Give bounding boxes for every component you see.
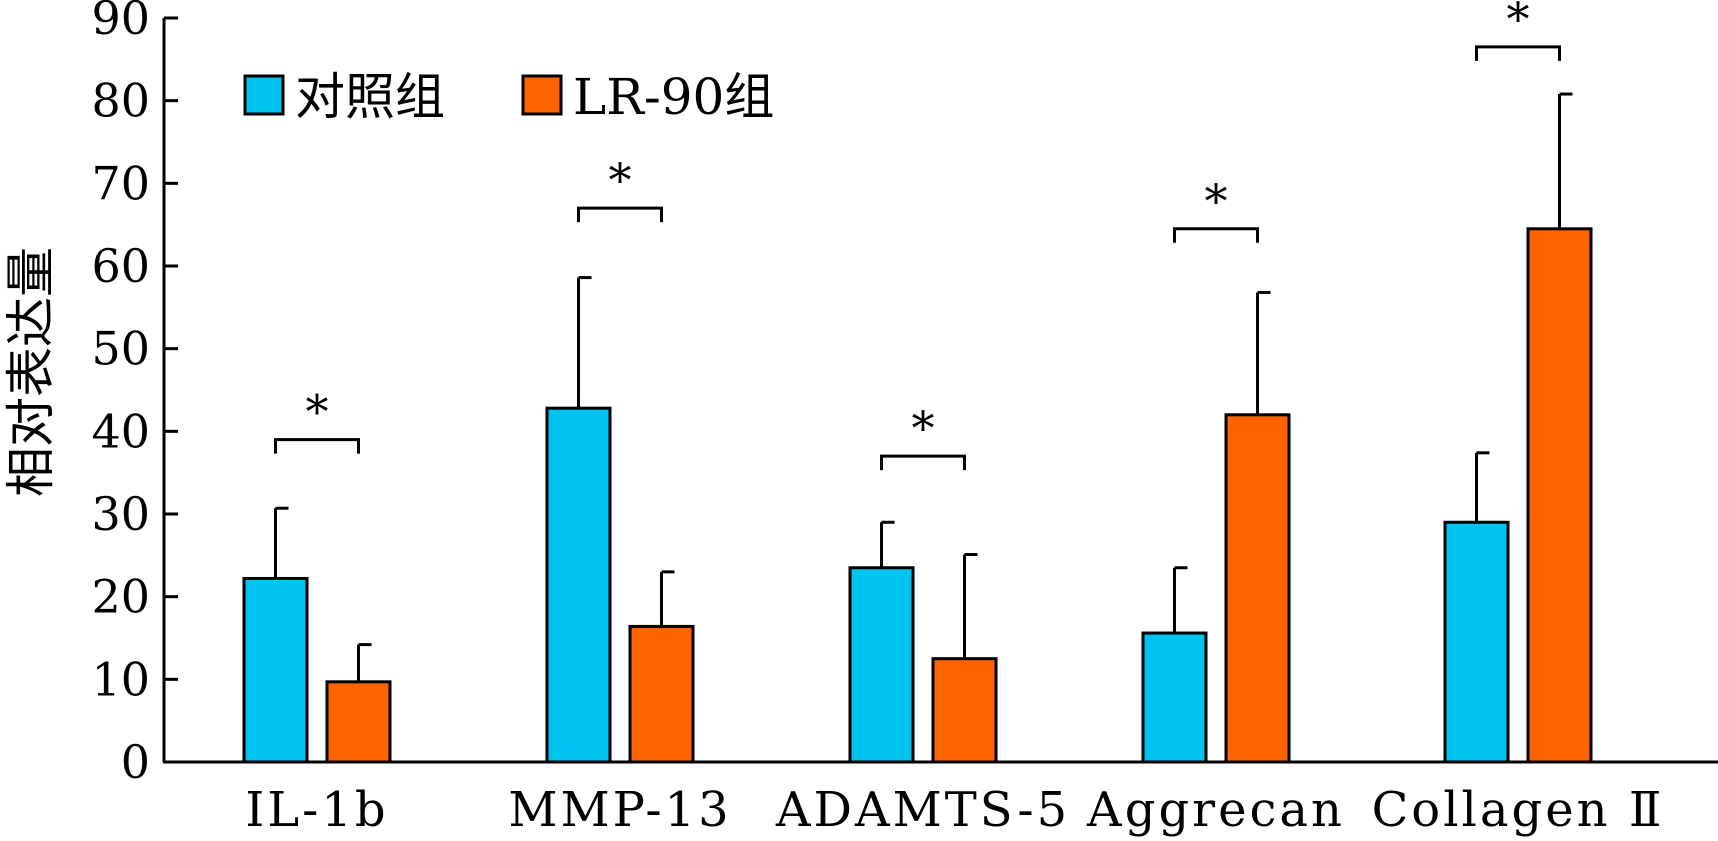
bar	[1526, 227, 1593, 764]
y-tick-label: 80	[91, 74, 150, 128]
y-tick-label: 50	[91, 322, 150, 376]
legend-swatch-control	[243, 74, 285, 116]
y-tick-label: 0	[121, 735, 150, 789]
bar-series	[242, 227, 1593, 764]
bar	[1224, 413, 1291, 764]
x-tick-label: Aggrecan	[1086, 782, 1345, 838]
legend: 对照组 LR-90组	[243, 68, 774, 126]
bar	[545, 406, 612, 764]
significance-label: *	[609, 153, 632, 207]
legend-swatch-lr90	[521, 74, 563, 116]
significance-brackets: * * * * *	[274, 0, 1561, 471]
x-tick-label: Collagen Ⅱ	[1372, 782, 1665, 838]
y-tick-label: 40	[91, 404, 150, 458]
error-bars	[274, 92, 1573, 682]
y-tick-label: 90	[91, 0, 150, 45]
bar	[628, 624, 695, 764]
significance-bracket	[1173, 227, 1259, 243]
y-tick-label: 30	[91, 487, 150, 541]
bar	[325, 680, 392, 764]
bar	[242, 576, 309, 764]
y-tick-label: 20	[91, 570, 150, 624]
y-tick-label: 10	[91, 652, 150, 706]
y-axis-ticks: 0 10 20 30 40 50 60 70 80 90	[91, 0, 178, 789]
x-tick-label: MMP-13	[508, 782, 731, 838]
x-tick-label: IL-1b	[245, 782, 388, 838]
legend-label-control: 对照组	[295, 68, 445, 126]
bar	[931, 657, 998, 764]
significance-label: *	[1507, 0, 1530, 46]
significance-bracket	[577, 206, 663, 223]
significance-label: *	[912, 401, 935, 455]
significance-bracket	[1475, 45, 1561, 61]
significance-label: *	[1205, 174, 1228, 228]
y-tick-label: 60	[91, 239, 150, 293]
y-tick-label: 70	[91, 156, 150, 210]
bar	[848, 566, 915, 764]
x-axis-tick-labels: IL-1b MMP-13 ADAMTS-5 Aggrecan Collagen Ⅱ	[245, 782, 1665, 838]
x-tick-label: ADAMTS-5	[775, 782, 1070, 838]
bar	[1443, 520, 1510, 764]
significance-label: *	[306, 385, 329, 439]
legend-label-lr90: LR-90组	[573, 68, 774, 126]
y-axis-label: 相对表达量	[2, 247, 60, 497]
significance-bracket	[274, 438, 360, 454]
significance-bracket	[880, 454, 966, 471]
bar	[1141, 631, 1208, 764]
